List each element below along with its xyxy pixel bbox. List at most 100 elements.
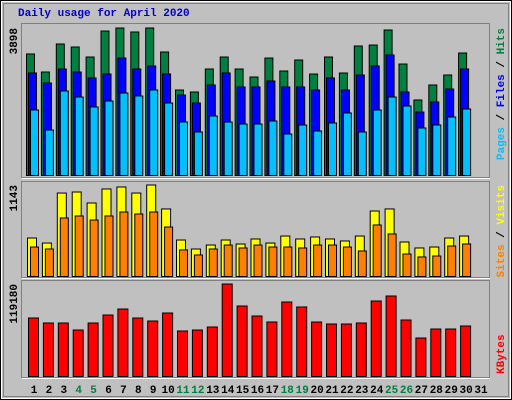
- bar: [342, 246, 352, 278]
- bar: [223, 244, 233, 277]
- bar: [147, 320, 159, 378]
- x-tick-label: 24: [370, 385, 384, 397]
- bar: [402, 253, 412, 277]
- bar: [462, 243, 472, 277]
- bar: [57, 322, 69, 377]
- panel-frame: [21, 181, 490, 278]
- bar: [28, 317, 39, 377]
- bar: [296, 306, 308, 377]
- y-tick-label: 3898: [9, 28, 21, 55]
- x-tick-label: 10: [161, 385, 174, 397]
- chart-title: Daily usage for April 2020: [18, 8, 190, 20]
- bar: [44, 248, 54, 277]
- x-tick-label: 9: [150, 385, 157, 397]
- bar: [430, 328, 442, 377]
- x-tick-label: 31: [474, 385, 488, 397]
- legend-entry: Sites: [496, 244, 508, 277]
- bar: [132, 317, 144, 377]
- x-tick-label: 20: [310, 385, 323, 397]
- bar: [193, 131, 203, 177]
- legend-entry: Visits: [496, 185, 508, 225]
- x-tick-label: 19: [296, 385, 309, 397]
- bar: [30, 246, 39, 278]
- bar: [59, 90, 69, 176]
- bar: [415, 337, 427, 377]
- bar: [206, 326, 218, 377]
- bar: [313, 130, 323, 176]
- bar: [30, 109, 39, 176]
- legend-entry: Hits: [496, 28, 508, 54]
- bar: [298, 124, 308, 176]
- bar: [387, 233, 397, 278]
- bar: [372, 109, 382, 176]
- bar: [72, 329, 84, 377]
- bar: [164, 226, 174, 277]
- x-tick-label: 23: [355, 385, 369, 397]
- x-tick-label: 27: [415, 385, 428, 397]
- bar: [134, 213, 144, 277]
- bar: [355, 322, 367, 377]
- bar: [340, 323, 352, 377]
- bar: [134, 95, 144, 176]
- legend-entry: Files: [496, 74, 508, 107]
- bar: [177, 330, 188, 377]
- y-tick-label: 119180: [9, 284, 21, 324]
- x-tick-label: 28: [430, 385, 444, 397]
- bar: [208, 115, 218, 176]
- bar: [193, 254, 203, 278]
- legend-entry: Pages: [496, 127, 508, 160]
- x-tick-label: 6: [105, 385, 112, 397]
- bar: [266, 321, 278, 378]
- x-tick-label: 14: [221, 385, 235, 397]
- bar: [253, 244, 263, 277]
- bar: [283, 133, 293, 177]
- x-tick-label: 15: [236, 385, 250, 397]
- bar: [268, 120, 278, 176]
- bar: [149, 211, 159, 277]
- bar: [253, 123, 263, 176]
- bar: [268, 246, 278, 278]
- bar: [385, 295, 397, 377]
- legend-separator: /: [496, 54, 508, 74]
- bar: [59, 217, 69, 278]
- x-tick-label: 8: [135, 385, 142, 397]
- bar: [104, 215, 114, 278]
- bar: [102, 314, 114, 377]
- x-tick-label: 17: [266, 385, 279, 397]
- bar: [328, 122, 337, 176]
- legend-separator: /: [496, 107, 508, 127]
- bar: [221, 283, 233, 377]
- legend: KBytes: [496, 334, 508, 374]
- x-tick-label: 16: [251, 385, 264, 397]
- bar: [432, 124, 442, 176]
- bar: [251, 315, 263, 377]
- inner-bevel: [3, 3, 509, 397]
- x-tick-label: 7: [120, 385, 127, 397]
- legend: Pages / Files / Hits: [496, 28, 508, 160]
- bar: [104, 100, 114, 176]
- bar: [236, 305, 248, 377]
- bar: [87, 322, 99, 377]
- bar: [191, 329, 203, 377]
- bar: [238, 123, 248, 176]
- bar: [179, 121, 188, 176]
- bar: [223, 121, 233, 176]
- bar: [462, 108, 472, 176]
- bar: [447, 245, 457, 277]
- legend-separator: /: [496, 225, 508, 245]
- bar: [328, 244, 337, 277]
- bar: [357, 131, 367, 177]
- x-tick-label: 1: [31, 385, 38, 397]
- x-tick-label: 5: [90, 385, 97, 397]
- panel-frame: [21, 23, 490, 178]
- bar: [117, 308, 129, 377]
- bar: [342, 112, 352, 176]
- bar: [402, 105, 412, 176]
- bar: [417, 127, 427, 177]
- bar: [298, 247, 308, 278]
- x-tick-label: 22: [340, 385, 353, 397]
- x-tick-label: 11: [176, 385, 190, 397]
- bar: [357, 250, 367, 277]
